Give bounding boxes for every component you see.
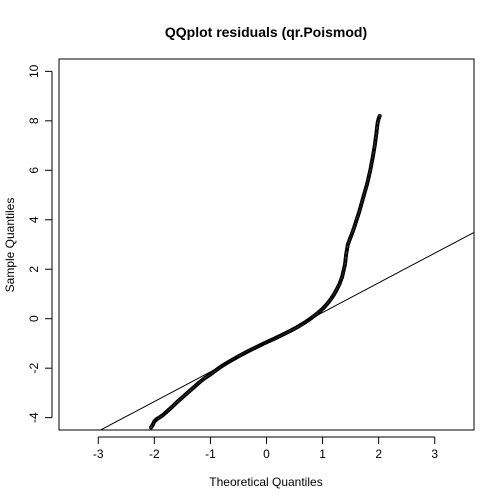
y-tick-label: 4 <box>27 216 41 223</box>
x-axis-label: Theoretical Quantiles <box>209 475 322 489</box>
chart-title: QQplot residuals (qr.Poismod) <box>165 24 367 40</box>
x-tick-label: 2 <box>375 447 382 461</box>
qq-reference-line <box>99 231 474 430</box>
y-axis: -4 -2 0 2 4 6 8 10 <box>27 64 53 423</box>
x-tick-label: 0 <box>263 447 270 461</box>
y-tick-label: 0 <box>27 315 41 322</box>
data-point <box>377 113 382 118</box>
y-tick-label: 8 <box>27 117 41 124</box>
points-group <box>149 113 382 430</box>
x-axis: -3 -2 -1 0 1 2 3 <box>93 436 438 461</box>
x-tick-label: -3 <box>93 447 104 461</box>
x-tick-label: -2 <box>149 447 160 461</box>
y-tick-label: -4 <box>27 412 41 423</box>
y-tick-label: 2 <box>27 266 41 273</box>
y-axis-label: Sample Quantiles <box>3 198 17 293</box>
plot-frame <box>58 58 475 431</box>
x-tick-label: 3 <box>431 447 438 461</box>
y-tick-label: 6 <box>27 167 41 174</box>
y-tick-label: -2 <box>27 363 41 374</box>
x-tick-label: 1 <box>319 447 326 461</box>
x-tick-label: -1 <box>205 447 216 461</box>
reference-line-group <box>99 231 474 430</box>
y-tick-label: 10 <box>27 64 41 78</box>
